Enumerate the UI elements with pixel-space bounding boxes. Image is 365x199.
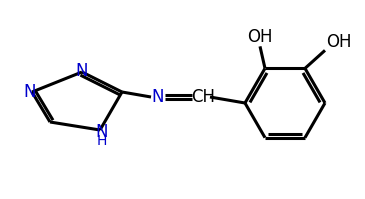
Text: OH: OH	[326, 33, 352, 51]
Text: CH: CH	[191, 88, 215, 106]
Text: N: N	[24, 83, 36, 101]
Text: N: N	[152, 88, 164, 106]
Text: N: N	[76, 62, 88, 80]
Text: N: N	[96, 123, 108, 141]
Text: OH: OH	[247, 28, 273, 46]
Text: H: H	[97, 134, 107, 148]
